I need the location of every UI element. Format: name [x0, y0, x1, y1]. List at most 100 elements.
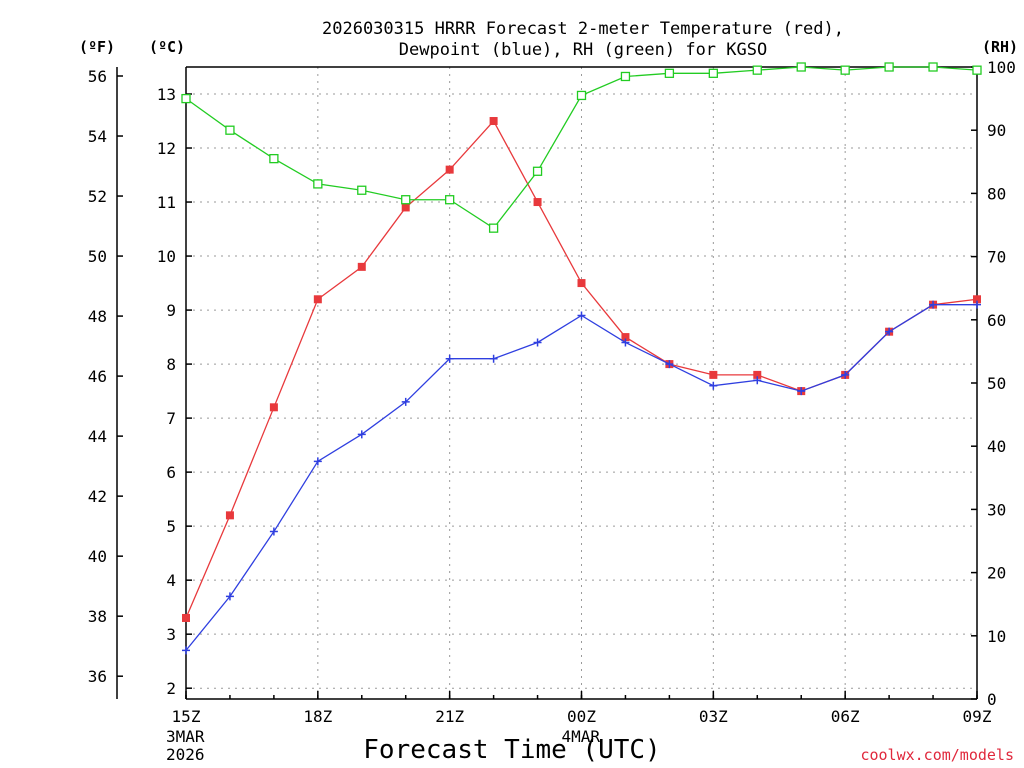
- series-line-dewpoint: [185, 304, 977, 651]
- x-tick-label: 21Z: [435, 707, 464, 726]
- fahrenheit-tick-label: 52: [88, 187, 107, 206]
- series-rh: [181, 62, 982, 233]
- data-point-rh: [840, 65, 850, 75]
- rh-tick-label: 100: [987, 58, 1016, 77]
- rh-tick-label: 30: [987, 500, 1006, 519]
- data-point-temperature: [225, 511, 234, 520]
- data-point-rh: [928, 62, 938, 72]
- data-point-temperature: [401, 203, 410, 212]
- celsius-tick-label: 4: [166, 571, 176, 590]
- data-point-temperature: [445, 165, 454, 174]
- data-point-rh: [708, 68, 718, 78]
- rh-tick-label: 60: [987, 311, 1006, 330]
- data-point-dewpoint: [269, 527, 278, 536]
- celsius-tick-label: 7: [166, 409, 176, 428]
- rh-tick-label: 80: [987, 184, 1006, 203]
- axes: 2345678910111213363840424446485052545601…: [88, 58, 1016, 764]
- data-point-dewpoint: [401, 397, 410, 406]
- data-point-rh: [576, 90, 587, 101]
- data-point-temperature: [753, 370, 762, 379]
- data-point-temperature: [182, 613, 190, 622]
- data-point-rh: [269, 153, 279, 164]
- x-date-label: 3MAR: [166, 727, 205, 746]
- data-point-temperature: [621, 333, 630, 342]
- data-point-dewpoint: [357, 430, 366, 439]
- data-point-rh: [884, 62, 894, 72]
- fahrenheit-tick-label: 36: [88, 667, 107, 686]
- data-point-dewpoint: [841, 370, 850, 379]
- celsius-tick-label: 5: [166, 517, 176, 536]
- celsius-tick-label: 13: [157, 85, 176, 104]
- data-point-rh: [313, 179, 323, 189]
- data-point-temperature: [709, 370, 718, 379]
- data-point-rh: [532, 166, 543, 176]
- rh-tick-label: 10: [987, 627, 1006, 646]
- data-point-temperature: [489, 117, 498, 126]
- data-point-temperature: [973, 295, 981, 304]
- data-point-dewpoint: [489, 354, 498, 363]
- data-series: [181, 62, 982, 655]
- celsius-tick-label: 6: [166, 463, 176, 482]
- celsius-tick-label: 12: [157, 139, 176, 158]
- fahrenheit-tick-label: 50: [88, 247, 107, 266]
- x-tick-label: 09Z: [963, 707, 992, 726]
- data-point-rh: [620, 71, 631, 82]
- chart-title-line-2: Dewpoint (blue), RH (green) for KGSO: [399, 40, 767, 60]
- rh-tick-label: 70: [987, 248, 1006, 267]
- data-point-rh: [401, 195, 411, 205]
- data-point-dewpoint: [182, 646, 190, 655]
- rh-axis-unit: (RH): [982, 38, 1018, 56]
- data-point-temperature: [313, 295, 322, 304]
- rh-tick-label: 50: [987, 374, 1006, 393]
- data-point-dewpoint: [973, 300, 981, 309]
- data-point-dewpoint: [533, 338, 542, 347]
- data-point-rh: [225, 125, 235, 135]
- celsius-tick-label: 2: [166, 679, 176, 698]
- x-tick-label: 18Z: [303, 707, 332, 726]
- rh-tick-label: 0: [987, 690, 997, 709]
- data-point-rh: [357, 185, 367, 195]
- x-date-label: 2026: [166, 745, 205, 764]
- data-point-dewpoint: [709, 381, 718, 390]
- data-point-rh: [752, 65, 762, 75]
- rh-tick-label: 20: [987, 564, 1006, 583]
- data-point-dewpoint: [929, 300, 938, 309]
- data-point-rh: [181, 93, 191, 104]
- x-date-label: 4MAR: [562, 727, 601, 746]
- fahrenheit-axis-unit: (ºF): [79, 38, 115, 56]
- data-point-rh: [796, 62, 806, 72]
- data-point-dewpoint: [313, 457, 322, 466]
- fahrenheit-tick-label: 56: [88, 67, 107, 86]
- celsius-tick-label: 3: [166, 625, 176, 644]
- celsius-tick-label: 8: [166, 355, 176, 374]
- x-tick-label: 15Z: [172, 707, 201, 726]
- data-point-rh: [664, 68, 675, 78]
- data-point-temperature: [577, 279, 586, 288]
- fahrenheit-tick-label: 48: [88, 307, 107, 326]
- chart-title-line-1: 2026030315 HRRR Forecast 2-meter Tempera…: [322, 19, 844, 39]
- celsius-axis-unit: (ºC): [149, 38, 185, 56]
- data-point-dewpoint: [577, 311, 586, 320]
- data-point-temperature: [533, 198, 542, 207]
- data-point-rh: [488, 223, 499, 233]
- x-axis-label: Forecast Time (UTC): [363, 735, 660, 765]
- data-point-dewpoint: [753, 376, 762, 385]
- fahrenheit-tick-label: 54: [88, 127, 107, 146]
- x-tick-label: 00Z: [567, 707, 596, 726]
- fahrenheit-tick-label: 46: [88, 367, 107, 386]
- grid-lines: [186, 67, 977, 699]
- fahrenheit-tick-label: 38: [88, 607, 107, 626]
- celsius-tick-label: 10: [157, 247, 176, 266]
- fahrenheit-tick-label: 40: [88, 547, 107, 566]
- x-tick-label: 06Z: [831, 707, 860, 726]
- fahrenheit-tick-label: 44: [88, 427, 107, 446]
- data-point-rh: [445, 195, 455, 205]
- credit-text[interactable]: coolwx.com/models: [860, 746, 1014, 764]
- fahrenheit-tick-label: 42: [88, 487, 107, 506]
- data-point-dewpoint: [445, 354, 454, 363]
- x-tick-label: 03Z: [699, 707, 728, 726]
- series-dewpoint: [182, 300, 981, 655]
- data-point-dewpoint: [621, 338, 630, 347]
- data-point-temperature: [269, 403, 278, 412]
